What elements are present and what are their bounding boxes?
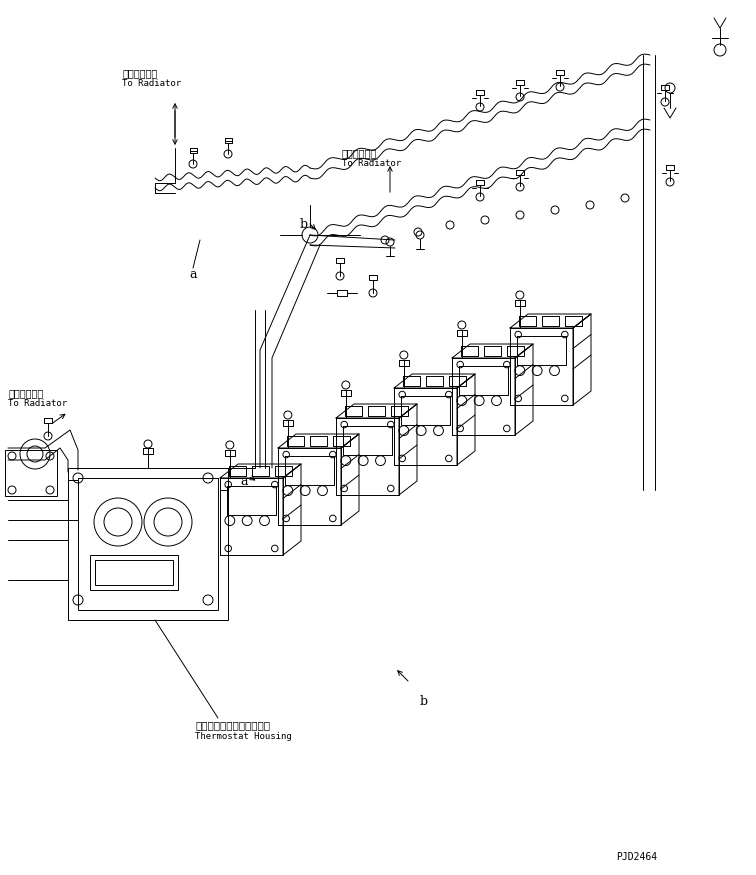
Text: To Radiator: To Radiator xyxy=(8,399,67,408)
Text: b: b xyxy=(300,218,308,231)
Text: a: a xyxy=(189,268,197,281)
Text: To Radiator: To Radiator xyxy=(342,159,401,168)
Text: ラジェータへ: ラジェータへ xyxy=(342,148,377,158)
Text: PJD2464: PJD2464 xyxy=(616,852,657,862)
Bar xyxy=(5,450,57,496)
Text: a: a xyxy=(240,475,247,488)
Text: To Radiator: To Radiator xyxy=(122,79,181,88)
Bar xyxy=(68,468,228,620)
Bar xyxy=(90,555,178,590)
Bar xyxy=(78,478,218,610)
Text: Thermostat Housing: Thermostat Housing xyxy=(195,732,292,741)
Text: ラジェータへ: ラジェータへ xyxy=(122,68,157,78)
Text: b: b xyxy=(420,695,428,708)
Text: サーモスタットハウジング: サーモスタットハウジング xyxy=(195,720,270,730)
Text: ラジェータへ: ラジェータへ xyxy=(8,388,43,398)
Bar xyxy=(95,560,173,585)
